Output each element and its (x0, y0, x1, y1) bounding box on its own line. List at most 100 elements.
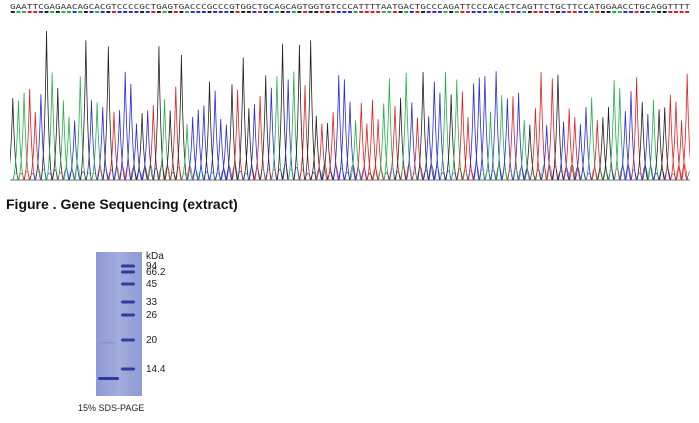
base-marker (274, 11, 279, 13)
base-marker (72, 11, 77, 13)
base-marker (595, 11, 600, 13)
base-marker (10, 11, 15, 13)
trace-peak (153, 46, 165, 181)
base-marker (668, 11, 673, 13)
trace-noise (254, 168, 261, 181)
trace-peak (23, 88, 36, 181)
base-marker (353, 11, 358, 13)
base-marker (168, 11, 173, 13)
base-marker (499, 11, 504, 13)
faint-band (98, 342, 116, 344)
trace-noise (124, 164, 132, 181)
trace-peak (484, 111, 497, 181)
base-marker (263, 11, 268, 13)
trace-peak (658, 107, 671, 181)
trace-noise (501, 169, 508, 181)
trace-peak (321, 123, 334, 181)
base-marker (27, 11, 32, 13)
base-marker (370, 11, 375, 13)
trace-peak (518, 119, 530, 181)
base-marker (482, 11, 487, 13)
trace-peak (394, 97, 407, 181)
trace-noise (192, 168, 199, 181)
base-marker (679, 11, 684, 13)
base-marker (303, 11, 307, 13)
trace-noise (596, 170, 604, 181)
trace-noise (462, 169, 469, 181)
sds-page-gel: kDa 94 66.2 45 33 26 20 14.4 (70, 248, 190, 418)
trace-peak (68, 120, 81, 181)
trace-peak (80, 40, 92, 181)
trace-noise (580, 171, 587, 181)
trace-noise (355, 168, 362, 181)
base-marker (22, 11, 27, 13)
trace-noise (389, 168, 396, 181)
trace-peak (675, 120, 688, 181)
base-marker (190, 11, 195, 13)
trace-peaks (10, 30, 690, 181)
trace-peak (158, 99, 171, 181)
base-marker (471, 11, 476, 13)
base-marker (398, 11, 403, 13)
base-marker (612, 11, 617, 13)
marker-label: 26 (146, 310, 158, 321)
trace-peak (293, 44, 306, 181)
marker-label: 94 (146, 261, 158, 272)
base-marker (527, 11, 532, 13)
base-marker (325, 11, 330, 13)
base-marker (89, 11, 94, 13)
trace-noise (686, 171, 690, 181)
base-marker (522, 11, 527, 13)
base-marker (286, 11, 291, 13)
trace-peak (608, 80, 620, 181)
trace-peak (445, 94, 457, 181)
trace-peak (361, 123, 373, 181)
trace-peak (10, 98, 19, 181)
trace-peak (377, 103, 390, 181)
trace-peak (186, 116, 199, 181)
trace-peak (52, 88, 64, 181)
trace-peak (630, 77, 643, 181)
trace-peak (597, 117, 609, 181)
base-marker (269, 11, 274, 13)
trace-noise (136, 170, 143, 181)
trace-peak (355, 102, 367, 181)
trace-peak (338, 79, 351, 181)
trace-peak (681, 73, 690, 181)
trace-noise (417, 166, 424, 181)
trace-noise (546, 165, 553, 181)
base-marker (100, 11, 105, 13)
base-marker (50, 11, 55, 13)
trace-noise (512, 168, 519, 181)
trace-peak (546, 78, 559, 181)
base-marker (140, 11, 145, 13)
base-marker (409, 11, 414, 13)
trace-noise (613, 168, 621, 181)
base-marker (252, 11, 257, 13)
base-marker (421, 11, 426, 13)
trace-peak (102, 46, 115, 181)
marker-band (121, 264, 135, 268)
sample-band (98, 377, 119, 380)
base-marker (539, 11, 544, 13)
gel-lane-background (96, 252, 142, 396)
base-marker (213, 11, 218, 13)
trace-peak (383, 78, 396, 181)
trace-noise (96, 167, 104, 181)
trace-noise (74, 164, 81, 181)
base-marker (662, 11, 667, 13)
base-sequence-text: GAATTCGAGAACAGCACGTCCCCGCTGAGTGACCCGCCCG… (10, 3, 690, 11)
base-marker (173, 11, 178, 13)
trace-noise (68, 170, 75, 181)
trace-peak (198, 105, 210, 181)
trace-peak (119, 71, 131, 181)
base-marker (387, 11, 392, 13)
marker-band (121, 338, 135, 342)
base-marker (230, 11, 234, 13)
base-marker (33, 11, 38, 13)
trace-peak (203, 81, 216, 181)
trace-peak (524, 124, 536, 181)
trace-peak (557, 121, 570, 181)
trace-peak (209, 90, 221, 181)
base-marker (134, 11, 139, 13)
